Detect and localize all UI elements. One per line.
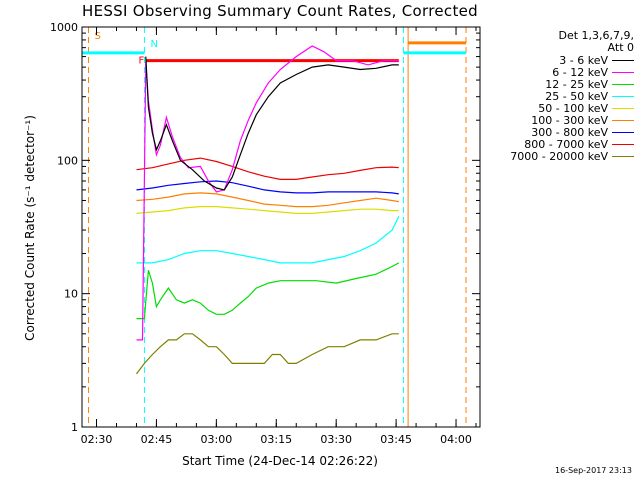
- legend-entry-swatch: [612, 155, 634, 157]
- series-line-300-800-kev: [136, 180, 399, 195]
- legend-entry-swatch: [612, 95, 634, 97]
- legend-entry-label: 25 - 50 keV: [545, 89, 608, 103]
- legend-entry-swatch: [612, 59, 634, 61]
- legend-entry-label: 12 - 25 keV: [545, 77, 608, 91]
- legend-entry-label: 100 - 300 keV: [531, 113, 608, 127]
- flag-label-f: F: [138, 56, 144, 67]
- series-line-3-6-kev: [145, 56, 399, 191]
- series-lines-layer: S NF: [82, 27, 467, 427]
- legend-entry-label: 300 - 800 keV: [531, 125, 608, 139]
- legend-entry: 300 - 800 keV: [484, 125, 634, 139]
- legend-header-line-1: Det 1,3,6,7,9,: [558, 29, 634, 42]
- series-line-6-12-kev: [136, 45, 399, 341]
- y-tick-label: 100: [57, 154, 78, 167]
- legend-entry: 3 - 6 keV: [484, 53, 634, 67]
- legend-entry-swatch: [612, 119, 634, 121]
- series-line-800-7000-kev: [136, 157, 399, 180]
- series-line-100-300-kev: [136, 192, 399, 208]
- generation-timestamp: 16-Sep-2017 23:13: [555, 466, 632, 475]
- y-tick-label: 10: [64, 288, 78, 301]
- x-tick-label: 03:30: [320, 433, 352, 446]
- legend-entry-swatch: [612, 131, 634, 133]
- legend-entry: 50 - 100 keV: [484, 101, 634, 115]
- legend-entry: 25 - 50 keV: [484, 89, 634, 103]
- series-line-12-25-kev: [136, 262, 400, 320]
- x-tick-label: 02:45: [141, 433, 173, 446]
- y-tick-label: 1000: [50, 21, 78, 34]
- x-tick-label: 03:00: [201, 433, 233, 446]
- legend-header-line-2: Att 0: [607, 41, 634, 54]
- y-axis-label: Corrected Count Rate (s⁻¹ detector⁻¹): [23, 115, 37, 341]
- legend-rows: 3 - 6 keV 6 - 12 keV 12 - 25 keV 25 - 50 ke…: [484, 53, 634, 163]
- x-tick-label: 03:45: [380, 433, 412, 446]
- legend-entry-swatch: [612, 107, 634, 109]
- plot-frame: [81, 26, 481, 428]
- legend-entry: 100 - 300 keV: [484, 113, 634, 127]
- series-line-25-50-kev: [136, 216, 400, 264]
- x-tick-label: 04:00: [440, 433, 472, 446]
- legend-entry: 7000 - 20000 keV: [484, 149, 634, 163]
- legend-entry-label: 7000 - 20000 keV: [510, 149, 608, 163]
- axes-layer: 1 10 100 1000 02:30 02:45 03:00 03:15 03:30 03:45…: [50, 21, 481, 446]
- legend-entry: 12 - 25 keV: [484, 77, 634, 91]
- x-tick-label: 03:15: [260, 433, 292, 446]
- x-tick-label: 02:30: [81, 433, 113, 446]
- legend-entry: 800 - 7000 keV: [484, 137, 634, 151]
- legend-entry-label: 6 - 12 keV: [552, 65, 608, 79]
- chart-title: HESSI Observing Summary Count Rates, Cor…: [82, 2, 478, 20]
- legend: Det 1,3,6,7,9, Att 0 3 - 6 keV 6 - 12 keV…: [484, 29, 634, 163]
- x-axis-label: Start Time (24-Dec-14 02:26:22): [182, 454, 378, 468]
- legend-entry-label: 50 - 100 keV: [538, 101, 608, 115]
- y-tick-label: 1: [71, 421, 78, 434]
- legend-entry-swatch: [612, 83, 634, 85]
- flag-label-n: N: [150, 39, 157, 50]
- legend-entry-label: 800 - 7000 keV: [524, 137, 608, 151]
- series-line-7000-20000-kev: [136, 333, 399, 375]
- series-line-50-100-kev: [136, 206, 399, 214]
- flag-label-s: S: [95, 31, 101, 42]
- legend-entry-swatch: [612, 71, 634, 73]
- legend-entry-swatch: [612, 143, 634, 145]
- legend-entry: 6 - 12 keV: [484, 65, 634, 79]
- legend-entry-label: 3 - 6 keV: [559, 53, 608, 67]
